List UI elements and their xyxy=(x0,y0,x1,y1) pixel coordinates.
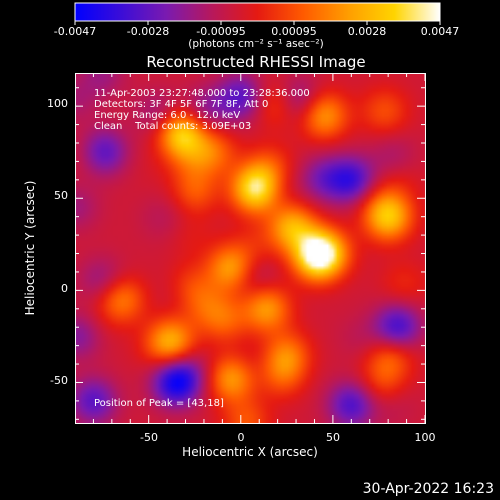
y-tick-label: 50 xyxy=(54,189,68,202)
colorbar-tick-label: 0.0047 xyxy=(420,25,460,38)
colorbar-gradient xyxy=(74,2,441,22)
x-tick-label: 50 xyxy=(326,431,340,444)
time-range-text: 11-Apr-2003 23:27:48.000 to 23:28:36.000 xyxy=(94,88,310,99)
peak-position-text: Position of Peak = [43,18] xyxy=(94,398,224,409)
energy-range-text: Energy Range: 6.0 - 12.0 keV xyxy=(94,110,241,121)
colorbar-tick-label: -0.0028 xyxy=(126,25,170,38)
colorbar-tick-label: 0.0028 xyxy=(347,25,387,38)
x-tick-label: 0 xyxy=(237,431,245,444)
colorbar-ticks xyxy=(74,21,441,25)
timestamp: 30-Apr-2022 16:23 xyxy=(362,481,494,497)
x-tick-label: 100 xyxy=(414,431,436,444)
colorbar-tick-label: 0.00095 xyxy=(271,25,317,38)
detectors-text: Detectors: 3F 4F 5F 6F 7F 8F, Att 0 xyxy=(94,99,269,110)
clean-counts-text: Clean Total counts: 3.09E+03 xyxy=(94,121,252,132)
y-axis-label: Heliocentric Y (arcsec) xyxy=(23,180,37,316)
x-tick-label: -50 xyxy=(140,431,158,444)
chart-title: Reconstructed RHESSI Image xyxy=(146,53,366,71)
colorbar xyxy=(74,2,441,25)
x-axis-label: Heliocentric X (arcsec) xyxy=(182,445,318,459)
colorbar-unit-label: (photons cm⁻² s⁻¹ asec⁻²) xyxy=(188,38,324,50)
y-tick-label: -50 xyxy=(50,374,68,387)
y-tick-label: 0 xyxy=(61,282,68,295)
y-tick-label: 100 xyxy=(47,97,68,110)
colorbar-tick-label: -0.0047 xyxy=(53,25,97,38)
colorbar-tick-label: -0.00095 xyxy=(196,25,246,38)
